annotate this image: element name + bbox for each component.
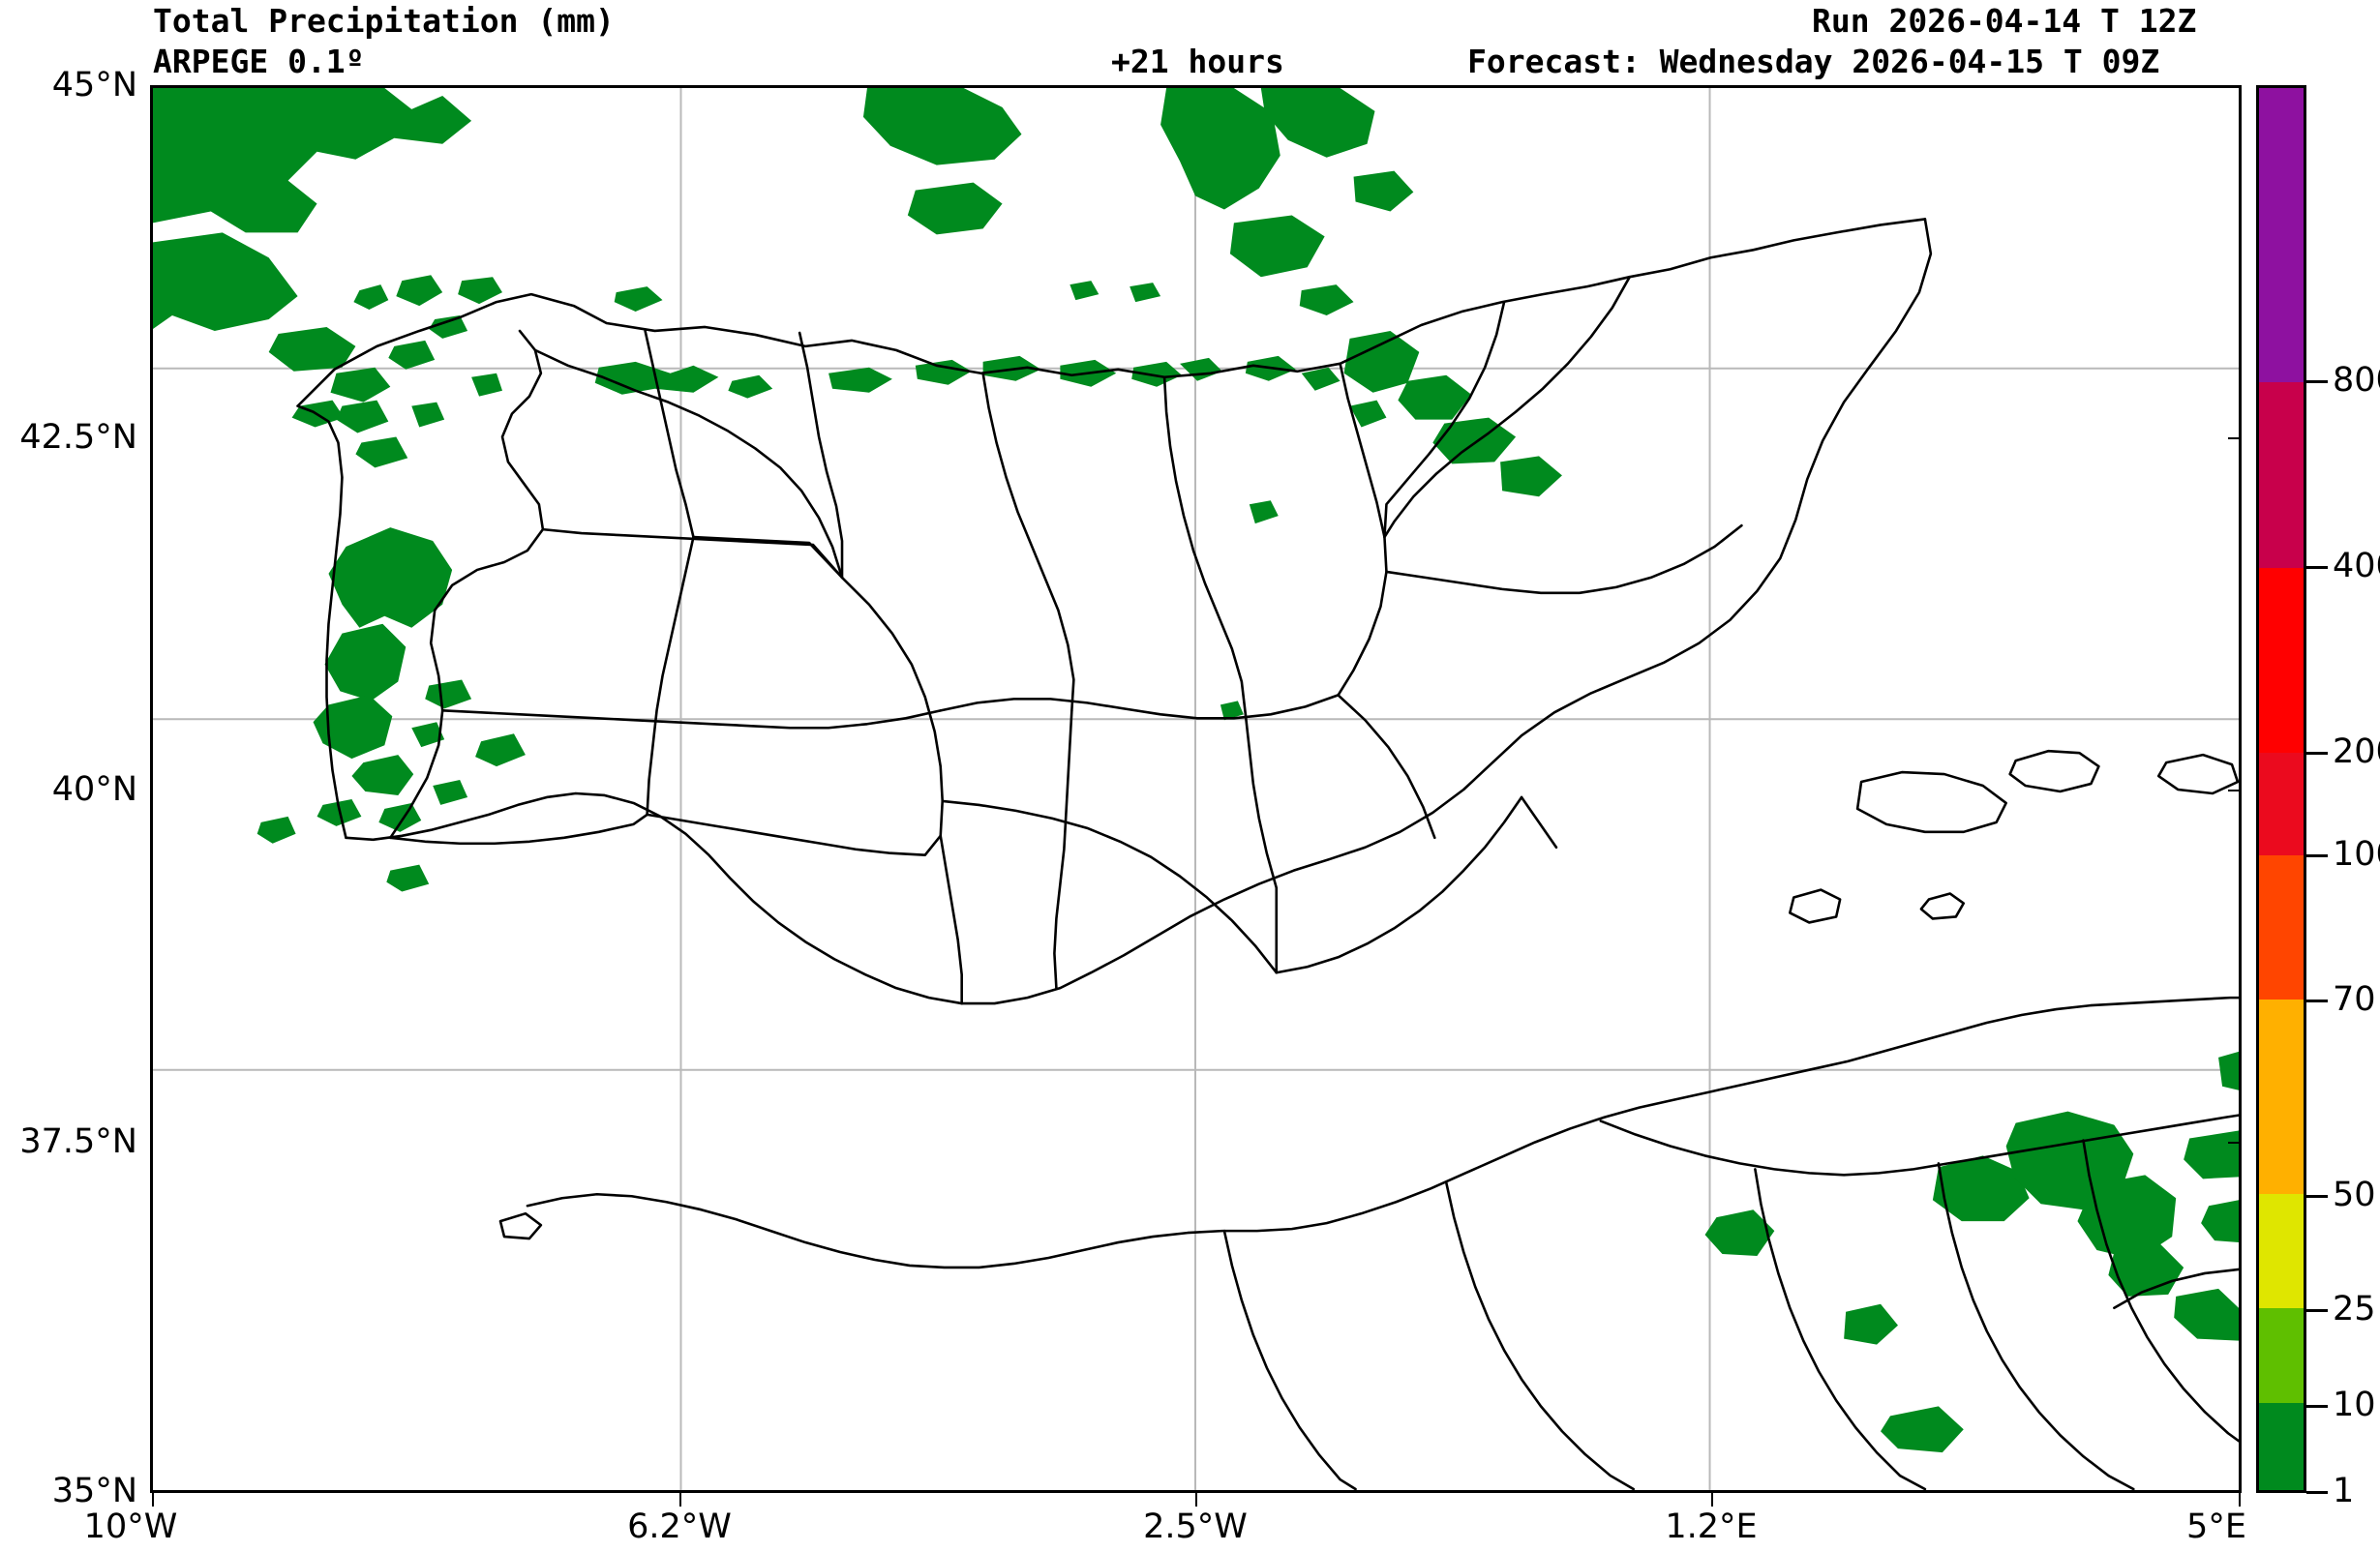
y-axis-label-40: 40°N [51, 770, 137, 809]
y-axis-label-42.5: 42.5°N [19, 418, 137, 457]
colorbar-segment-800-1200 [2259, 88, 2304, 383]
x-axis-label-5E: 5°E [2186, 1507, 2246, 1546]
coastline-and-borders [296, 218, 2239, 1490]
colorbar-tick-1 [2306, 1491, 2328, 1494]
colorbar[interactable] [2256, 85, 2306, 1493]
colorbar-label-50: 50 [2333, 1176, 2376, 1214]
colorbar-label-10: 10 [2333, 1386, 2376, 1424]
colorbar-segment-200-400 [2259, 567, 2304, 753]
y-axis-label-37.5: 37.5°N [19, 1122, 137, 1161]
colorbar-tick-100 [2306, 854, 2328, 857]
x-tick-1.2E [1711, 1493, 1713, 1507]
colorbar-tick-200 [2306, 752, 2328, 755]
x-tick-10W [152, 1493, 154, 1507]
colorbar-tick-50 [2306, 1195, 2328, 1198]
x-axis-label-6.2W: 6.2°W [627, 1507, 732, 1546]
y-tick-37.5 [2228, 1142, 2242, 1144]
y-tick-40 [2228, 790, 2242, 791]
colorbar-tick-25 [2306, 1309, 2328, 1312]
colorbar-tick-800 [2306, 380, 2328, 383]
page-title: Total Precipitation (mm) [153, 2, 615, 40]
x-axis-label-10W: 10°W [83, 1507, 178, 1546]
x-tick-6.2W [679, 1493, 681, 1507]
x-tick-2.5W [1195, 1493, 1197, 1507]
y-axis-label-45: 45°N [51, 66, 137, 104]
map-canvas [153, 88, 2239, 1490]
run-timestamp-label: Run 2026-04-14 T 12Z [1812, 2, 2197, 40]
precip-shading-1-10mm [153, 88, 2239, 1453]
x-tick-5E [2239, 1493, 2241, 1507]
colorbar-tick-10 [2306, 1405, 2328, 1408]
map-panel[interactable] [150, 85, 2242, 1493]
colorbar-segment-400-800 [2259, 382, 2304, 568]
x-axis-label-2.5W: 2.5°W [1143, 1507, 1248, 1546]
y-tick-35 [2228, 1491, 2242, 1493]
colorbar-label-800: 800 [2333, 361, 2380, 400]
colorbar-label-25: 25 [2333, 1290, 2376, 1328]
colorbar-segment-70-100 [2259, 854, 2304, 1000]
y-tick-45 [2228, 85, 2242, 87]
colorbar-segment-25-50 [2259, 1194, 2304, 1308]
colorbar-label-400: 400 [2333, 547, 2380, 585]
y-tick-42.5 [2228, 437, 2242, 439]
colorbar-tick-400 [2306, 566, 2328, 569]
model-label: ARPEGE 0.1º [153, 43, 365, 80]
y-axis-label-35: 35°N [51, 1472, 137, 1510]
colorbar-label-200: 200 [2333, 732, 2380, 771]
colorbar-segment-100-200 [2259, 752, 2304, 855]
colorbar-label-70: 70 [2333, 980, 2376, 1019]
graticule [153, 88, 2239, 1490]
colorbar-segment-10-25 [2259, 1307, 2304, 1404]
forecast-valid-label: Forecast: Wednesday 2026-04-15 T 09Z [1467, 43, 2160, 80]
colorbar-label-100: 100 [2333, 835, 2380, 874]
colorbar-label-1: 1 [2333, 1472, 2355, 1510]
lead-time-label: +21 hours [1111, 43, 1284, 80]
colorbar-segment-50-70 [2259, 999, 2304, 1195]
x-axis-label-1.2E: 1.2°E [1665, 1507, 1758, 1546]
colorbar-tick-70 [2306, 1000, 2328, 1002]
colorbar-segment-1-10 [2259, 1403, 2304, 1490]
